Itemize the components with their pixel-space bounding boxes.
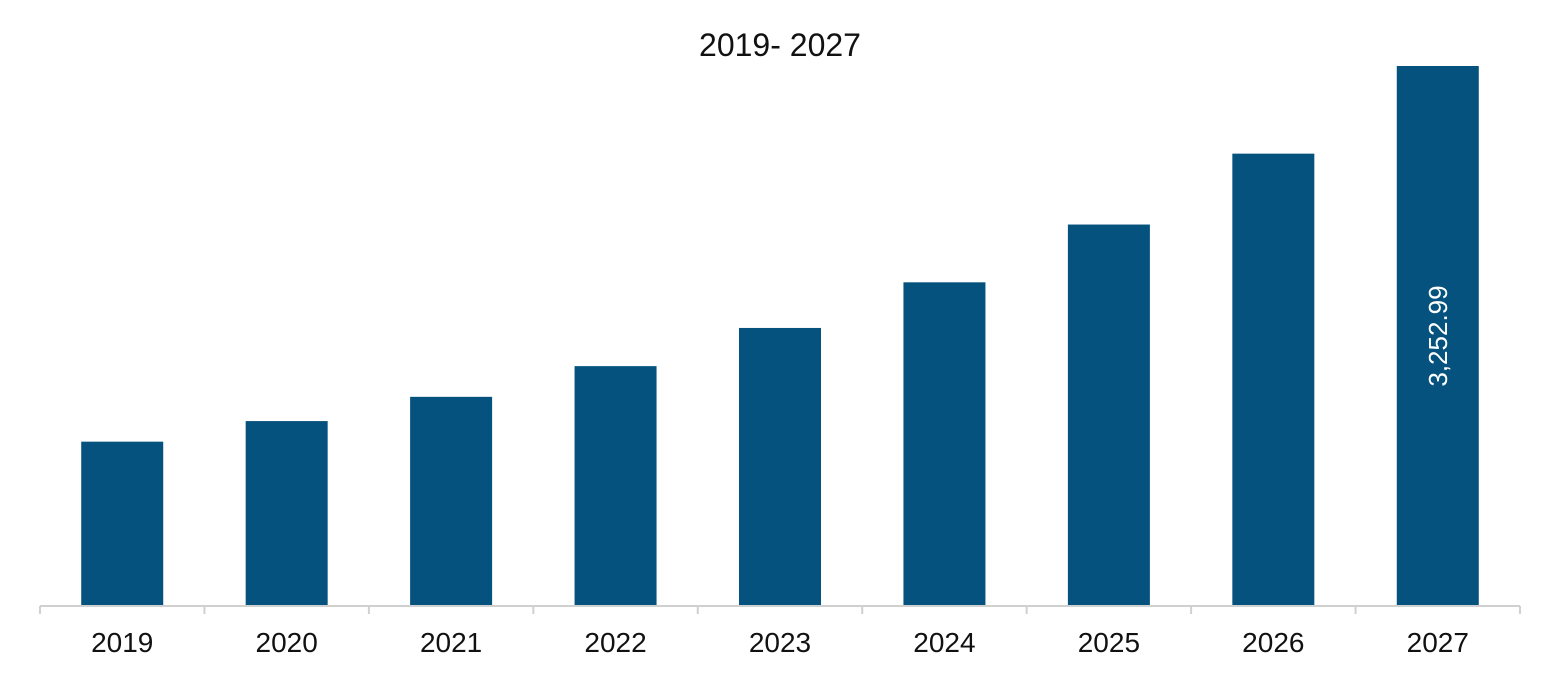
x-tick-label-2019: 2019 [91,627,153,658]
x-tick-label-2022: 2022 [584,627,646,658]
bar-2022 [574,366,657,606]
chart-title: 2019- 2027 [699,27,861,63]
x-tick-label-2023: 2023 [749,627,811,658]
x-tick-label-2025: 2025 [1078,627,1140,658]
bar-2027 [1396,66,1479,606]
bar-2020 [245,421,328,606]
x-tick-label-2024: 2024 [913,627,975,658]
x-tick-label-2021: 2021 [420,627,482,658]
bar-2025 [1067,224,1150,606]
x-tick-label-2026: 2026 [1242,627,1304,658]
bars-layer [81,66,1479,607]
x-tick-label-2020: 2020 [256,627,318,658]
bar-2026 [1232,153,1315,607]
bar-2024 [903,282,986,606]
x-axis: 2019 2020 2021 2022 2023 2024 2025 2026 2027 [39,605,1521,658]
x-tick-label-2027: 2027 [1407,627,1469,658]
data-labels-layer: 3,252.99 [1423,285,1453,386]
bar-2019 [81,441,164,606]
data-label-2027: 3,252.99 [1423,285,1453,386]
bar-2021 [410,396,493,606]
bar-2023 [739,327,821,606]
